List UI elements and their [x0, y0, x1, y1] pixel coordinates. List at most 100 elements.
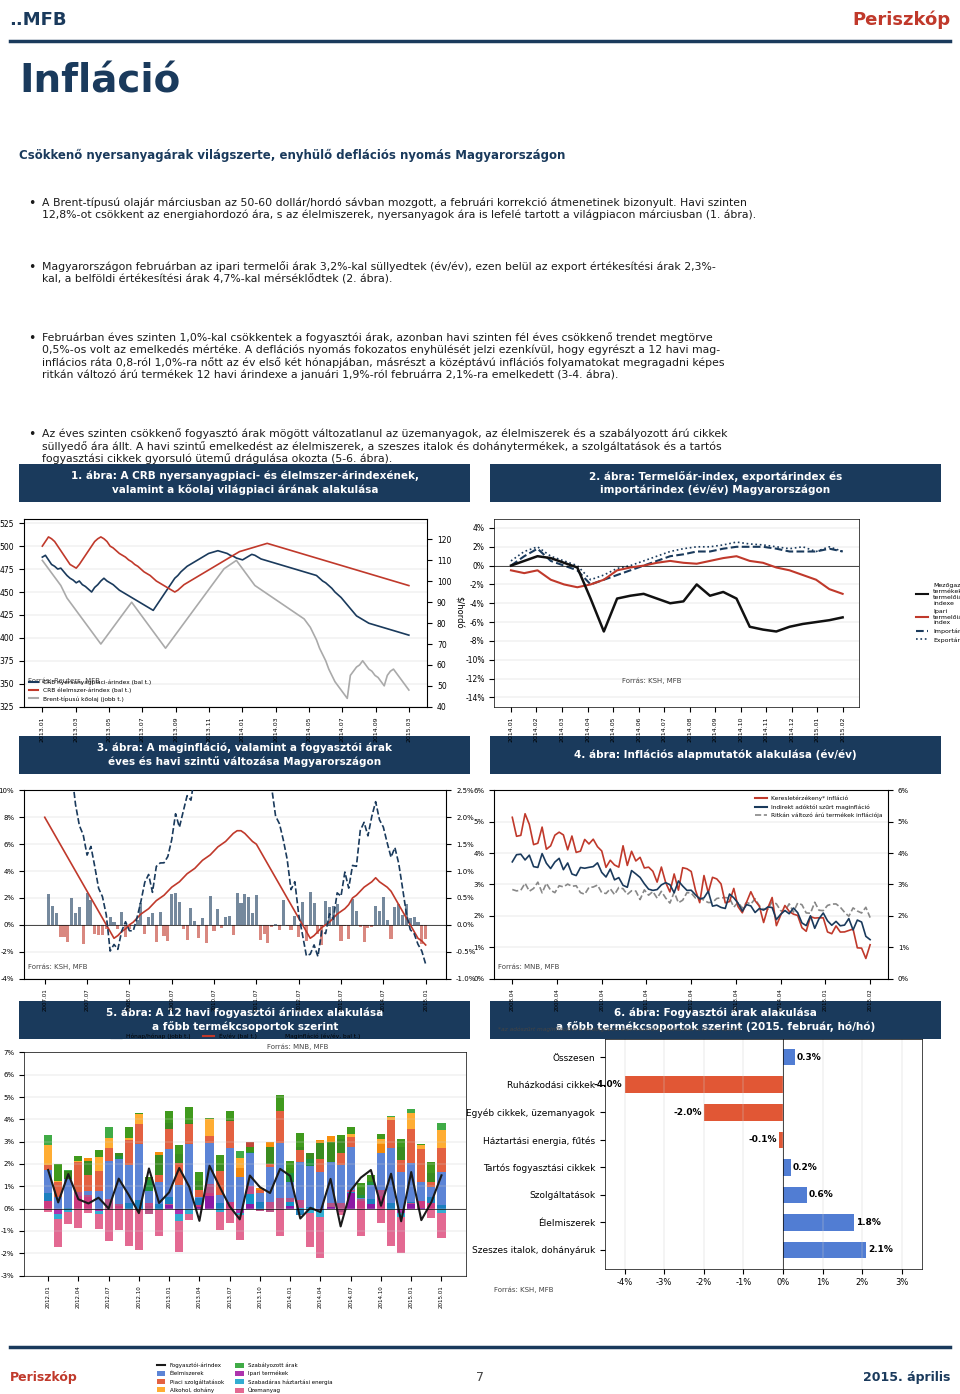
Bar [216, 1203, 224, 1209]
Bar [266, 1147, 274, 1164]
Bar [256, 1193, 264, 1209]
Fogyasztói-árindex [425, 1193, 437, 1210]
Bar [212, 924, 216, 931]
Bar [367, 1175, 375, 1185]
Bar [54, 1209, 62, 1214]
Fogyasztói-árindex [315, 1203, 326, 1220]
Bar [155, 1182, 163, 1209]
Fogyasztói-árindex [103, 1200, 114, 1217]
Bar [82, 924, 84, 944]
Text: 7: 7 [476, 1370, 484, 1384]
Text: •: • [29, 332, 36, 344]
Bar [125, 1126, 132, 1139]
Bar [47, 894, 50, 924]
Bar [427, 1197, 436, 1203]
Bar [155, 924, 157, 942]
Bar [407, 1202, 416, 1204]
Text: -0.1%: -0.1% [749, 1135, 777, 1144]
Bar [176, 1146, 183, 1164]
Fogyasztói-árindex [284, 1168, 296, 1185]
Bar [94, 1150, 103, 1171]
Bar [256, 1188, 264, 1193]
Bar [114, 1204, 123, 1230]
Fogyasztói-árindex [154, 1195, 165, 1211]
Bar [340, 924, 343, 941]
Bar [251, 913, 254, 924]
Bar [64, 1209, 72, 1211]
Bar [74, 1156, 83, 1163]
Bar [266, 1203, 274, 1211]
Bar [74, 1163, 83, 1195]
Bar [297, 1200, 304, 1207]
Bar [74, 1192, 83, 1196]
Bar [158, 912, 161, 924]
Bar [185, 1107, 193, 1122]
Bar [235, 892, 239, 924]
Bar [246, 1147, 253, 1151]
Y-axis label: $/hordó: $/hordó [453, 597, 463, 629]
Bar [427, 1174, 436, 1186]
Bar [336, 903, 339, 924]
Bar [155, 1210, 163, 1236]
Text: 1. ábra: A CRB nyersanyagpiaci- és élelmszer-árindexének,
valamint a kőolaj vilá: 1. ábra: A CRB nyersanyagpiaci- és élelm… [71, 471, 419, 495]
Bar [387, 1117, 396, 1121]
Bar [258, 924, 262, 940]
Bar [134, 1209, 143, 1250]
Text: Forrás: Reuters, MFB: Forrás: Reuters, MFB [28, 677, 100, 684]
Bar [397, 1217, 405, 1253]
Bar [226, 1202, 233, 1224]
Bar [189, 909, 193, 924]
Text: Forrás: KSH, MFB: Forrás: KSH, MFB [622, 677, 682, 684]
Text: 3. ábra: A maginfláció, valamint a fogyasztói árak
éves és havi szintű változása: 3. ábra: A maginfláció, valamint a fogya… [97, 743, 393, 767]
Bar [134, 1200, 143, 1209]
Bar [116, 924, 119, 930]
Bar [397, 1172, 405, 1209]
Fogyasztói-árindex [335, 1218, 347, 1235]
Bar [359, 924, 362, 927]
Bar [347, 1138, 355, 1147]
Bar [55, 913, 58, 924]
Fogyasztói-árindex [204, 1157, 215, 1174]
Bar [266, 1142, 274, 1147]
Fogyasztói-árindex [62, 1165, 74, 1182]
Bar [185, 1107, 193, 1124]
Bar [176, 1185, 183, 1209]
Bar [155, 1156, 163, 1175]
Bar [357, 1199, 365, 1236]
Bar [84, 1158, 92, 1161]
Bar [105, 924, 108, 928]
Bar [216, 1156, 224, 1171]
Fogyasztói-árindex [324, 1171, 336, 1188]
Text: 0.3%: 0.3% [797, 1052, 822, 1062]
Fogyasztói-árindex [295, 1210, 306, 1227]
Bar [64, 1171, 72, 1179]
Bar [394, 906, 396, 924]
Bar [216, 1156, 224, 1164]
Bar [165, 1111, 173, 1129]
Bar [246, 1186, 253, 1193]
Bar [216, 909, 220, 924]
Bar [145, 1203, 153, 1214]
Bar [438, 1171, 445, 1209]
Bar [286, 1197, 294, 1202]
Bar [418, 1182, 425, 1209]
Bar [246, 1193, 253, 1204]
Bar [125, 1165, 132, 1209]
Bar [93, 924, 96, 934]
Bar [216, 1195, 224, 1209]
Text: A Brent-típusú olajár márciusban az 50-60 dollár/hordó sávban mozgott, a február: A Brent-típusú olajár márciusban az 50-6… [42, 197, 756, 220]
Bar [306, 1207, 314, 1213]
Bar [139, 903, 142, 924]
Bar [377, 1144, 385, 1153]
Bar [185, 1209, 193, 1214]
Bar [413, 917, 416, 924]
Bar [196, 1172, 204, 1181]
Bar [326, 1142, 335, 1161]
Bar [297, 1133, 304, 1150]
Bar [367, 1199, 375, 1203]
Fogyasztói-árindex [355, 1170, 367, 1186]
Fogyasztói-árindex [345, 1182, 356, 1199]
Bar [155, 1151, 163, 1156]
Line: Fogyasztói-árindex: Fogyasztói-árindex [48, 1165, 442, 1227]
Bar [204, 924, 208, 944]
